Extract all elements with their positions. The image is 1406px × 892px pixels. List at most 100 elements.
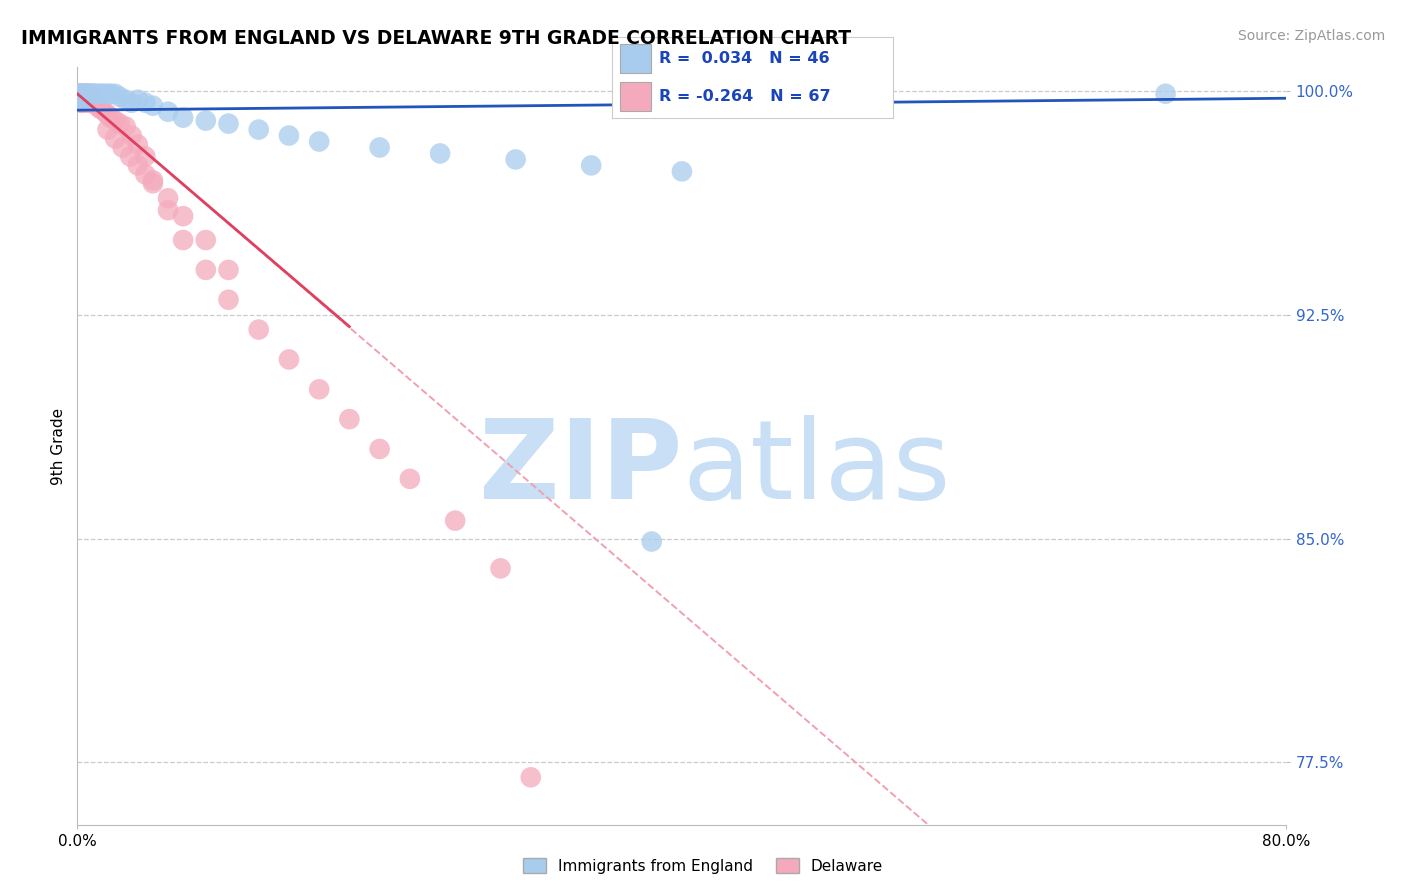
Point (308, 382, 330, 396)
Point (337, 412, 360, 426)
Text: Source: ZipAtlas.com: Source: ZipAtlas.com (1237, 29, 1385, 43)
Point (69, 89, 91, 103)
Point (77, 87, 100, 101)
Point (157, 104, 180, 119)
Point (399, 472, 422, 486)
Point (75, 93, 97, 107)
Point (67, 89, 90, 103)
Point (157, 203, 180, 218)
Point (247, 322, 270, 336)
Point (671, 164, 693, 178)
Point (77, 93, 100, 107)
Point (79, 87, 101, 101)
Point (75, 89, 97, 103)
Point (72, 87, 94, 101)
Point (127, 93, 149, 107)
Point (90, 102, 112, 116)
Point (72, 93, 94, 107)
Point (104, 87, 127, 101)
Point (80, 89, 103, 103)
Text: IMMIGRANTS FROM ENGLAND VS DELAWARE 9TH GRADE CORRELATION CHART: IMMIGRANTS FROM ENGLAND VS DELAWARE 9TH … (21, 29, 851, 47)
Text: R =  0.034   N = 46: R = 0.034 N = 46 (659, 51, 830, 66)
Point (520, 770, 543, 784)
Point (368, 442, 391, 456)
Point (308, 135, 330, 149)
Point (108, 117, 131, 131)
Point (121, 95, 143, 110)
Point (641, 534, 664, 549)
Point (69, 87, 91, 101)
Point (1154, 87, 1177, 101)
Point (72, 89, 94, 103)
Point (218, 263, 240, 277)
Point (368, 140, 391, 154)
Point (77, 87, 100, 101)
Point (72, 87, 94, 101)
Point (108, 89, 131, 103)
Point (96, 108, 118, 122)
Point (172, 233, 194, 247)
Point (67, 93, 90, 107)
Point (69, 93, 91, 107)
Point (87, 87, 110, 101)
Point (96, 122, 118, 136)
Point (83, 93, 105, 107)
Point (111, 140, 134, 154)
Point (444, 514, 467, 528)
Point (67, 87, 90, 101)
Point (278, 352, 301, 367)
Point (89, 102, 111, 116)
Point (69, 93, 91, 107)
Point (142, 99, 165, 113)
Point (70, 93, 93, 107)
Point (142, 177, 165, 191)
Point (429, 146, 451, 161)
Point (75, 87, 97, 101)
Point (79, 95, 101, 110)
Point (80, 87, 103, 101)
Point (247, 122, 270, 136)
Point (73, 93, 96, 107)
Point (104, 131, 127, 145)
Point (73, 87, 96, 101)
Point (69, 95, 91, 110)
Bar (620, 82, 651, 112)
Point (100, 111, 122, 125)
Point (218, 117, 240, 131)
Point (505, 153, 527, 167)
Point (157, 191, 180, 205)
Point (73, 89, 96, 103)
Point (67, 87, 90, 101)
Bar (620, 44, 651, 73)
Point (104, 113, 127, 128)
Point (70, 89, 93, 103)
Point (73, 87, 96, 101)
Point (489, 561, 512, 575)
Point (73, 95, 96, 110)
Point (93, 87, 115, 101)
Point (80, 95, 103, 110)
Point (72, 89, 94, 103)
Point (96, 87, 118, 101)
Point (70, 95, 93, 110)
Y-axis label: 9th Grade: 9th Grade (51, 408, 66, 484)
Text: atlas: atlas (682, 416, 950, 522)
Point (84, 87, 107, 101)
Point (127, 158, 149, 172)
Point (142, 173, 165, 187)
Point (75, 87, 97, 101)
Point (120, 149, 142, 163)
Point (70, 93, 93, 107)
Point (90, 87, 112, 101)
Point (86, 99, 108, 113)
Point (79, 89, 101, 103)
Point (84, 95, 107, 110)
Point (69, 89, 91, 103)
Point (83, 87, 105, 101)
Point (82, 95, 104, 110)
Point (194, 113, 217, 128)
Point (100, 87, 122, 101)
Point (581, 158, 603, 172)
Point (121, 128, 143, 143)
Point (70, 87, 93, 101)
